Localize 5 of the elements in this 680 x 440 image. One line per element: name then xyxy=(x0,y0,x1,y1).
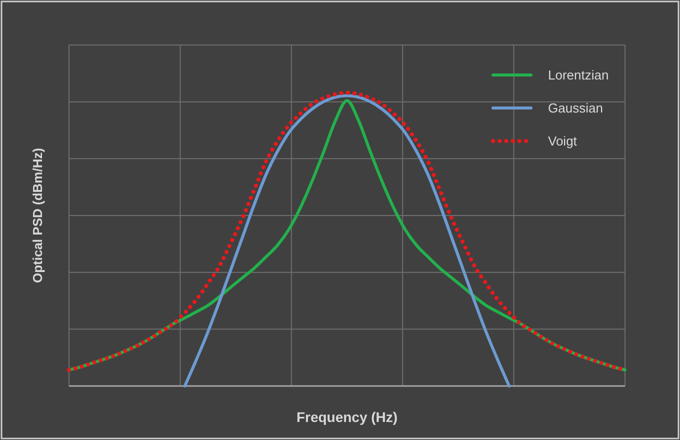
legend-label: Gaussian xyxy=(548,100,603,116)
legend-label: Voigt xyxy=(548,134,578,148)
legend-label: Lorentzian xyxy=(548,68,609,82)
x-axis-title: Frequency (Hz) xyxy=(296,409,398,425)
y-axis-title: Optical PSD (dBm/Hz) xyxy=(30,148,45,284)
